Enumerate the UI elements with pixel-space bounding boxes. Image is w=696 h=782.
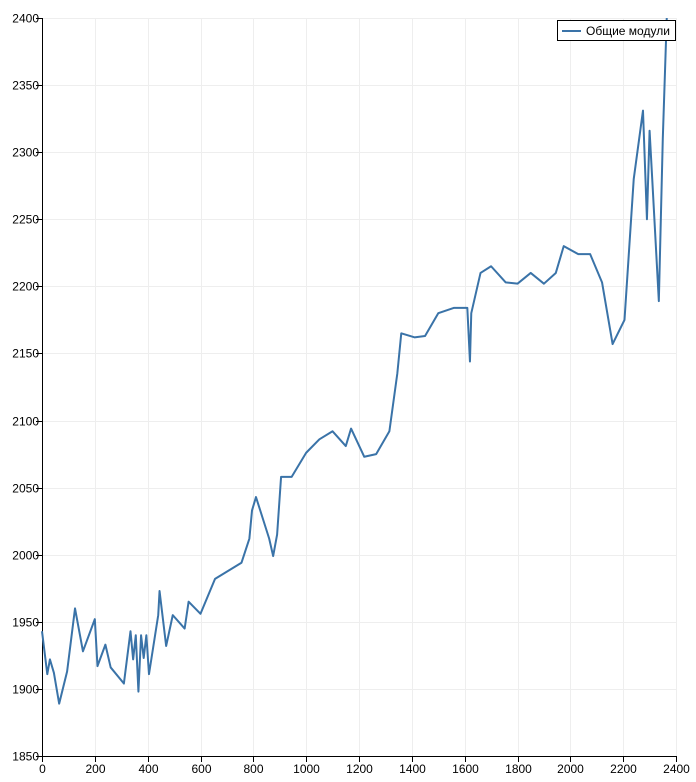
y-tick-label: 2100 xyxy=(12,415,39,429)
legend-label: Общие модули xyxy=(586,24,670,38)
y-tick-label: 2050 xyxy=(12,482,39,496)
x-tick-label: 400 xyxy=(138,762,158,776)
x-tick-label: 2000 xyxy=(557,762,584,776)
legend-box xyxy=(557,20,676,41)
series-line xyxy=(41,17,668,705)
x-tick-label: 0 xyxy=(39,762,46,776)
y-tick-label: 2300 xyxy=(12,146,39,160)
grid xyxy=(42,18,677,756)
y-tick-label: 1850 xyxy=(12,750,39,764)
x-tick-label: 600 xyxy=(191,762,211,776)
y-tick-label: 2200 xyxy=(12,280,39,294)
x-tick-label: 1800 xyxy=(505,762,532,776)
y-tick-label: 1950 xyxy=(12,616,39,630)
x-tick-label: 800 xyxy=(243,762,263,776)
x-tick-label: 1200 xyxy=(346,762,373,776)
ticks: 0 200 400 600 800 1000 1200 1400 1600 1800 2000 220… xyxy=(12,12,690,777)
x-tick-label: 1000 xyxy=(293,762,320,776)
y-tick-label: 2150 xyxy=(12,347,39,361)
y-tick-label: 1900 xyxy=(12,683,39,697)
x-tick-label: 1400 xyxy=(399,762,426,776)
y-tick-label: 2350 xyxy=(12,79,39,93)
legend: Общие модули xyxy=(557,20,676,41)
y-tick-label: 2000 xyxy=(12,549,39,563)
series-layer xyxy=(41,17,668,705)
x-tick-label: 2200 xyxy=(610,762,637,776)
y-tick-label: 2400 xyxy=(12,12,39,26)
x-tick-label: 2400 xyxy=(663,762,690,776)
x-tick-label: 200 xyxy=(85,762,105,776)
x-tick-label: 1600 xyxy=(452,762,479,776)
y-tick-label: 2250 xyxy=(12,213,39,227)
